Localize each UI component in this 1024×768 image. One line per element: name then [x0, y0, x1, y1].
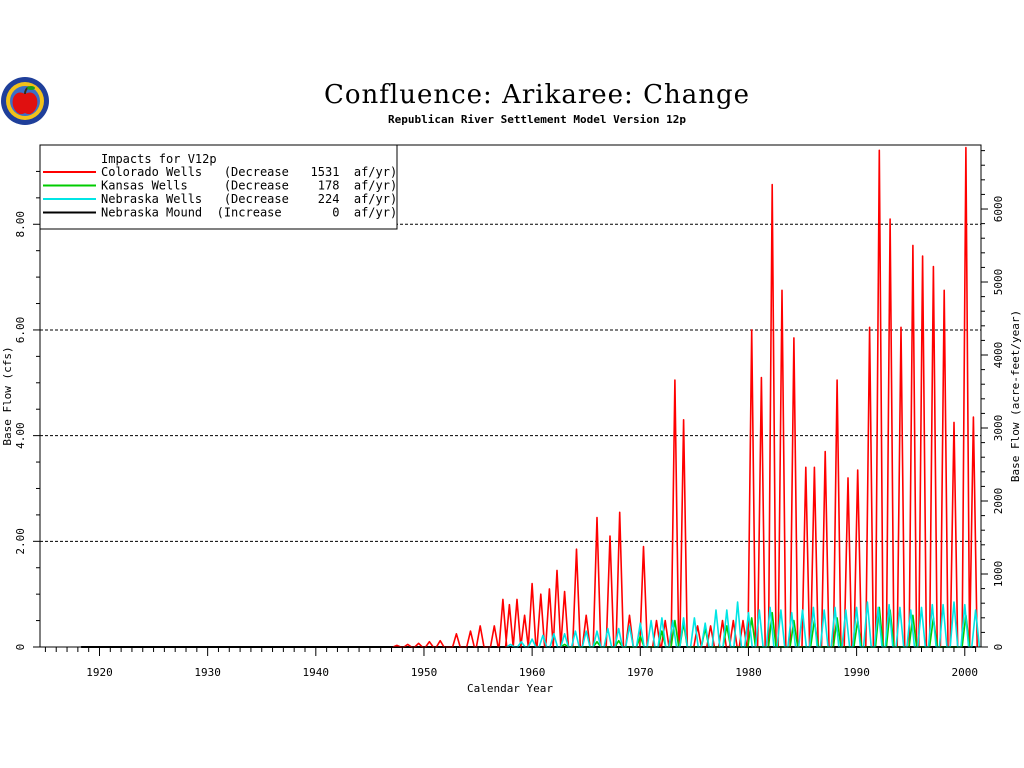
y-tick-label: 0 [14, 644, 27, 651]
y-tick-label: 4.00 [14, 422, 27, 449]
y2-axis-label: Base Flow (acre-feet/year) [1009, 310, 1022, 482]
x-tick-label: 1960 [519, 666, 546, 679]
y2-tick-label: 5000 [992, 269, 1005, 296]
legend-entry: Nebraska Wells (Decrease 224 af/yr) [101, 192, 397, 206]
y2-axis-ticks: 0 1000 2000 3000 4000 5000 6000 [981, 150, 1005, 651]
gridlines [40, 223, 981, 542]
legend: Impacts for V12p Colorado Wells (Decreas… [39, 144, 398, 230]
x-tick-label: 1990 [843, 666, 870, 679]
x-axis-ticks: 1920 1930 1940 1950 1960 1970 1980 1990 2000 [44, 647, 979, 679]
x-tick-label: 1980 [735, 666, 762, 679]
logo [1, 77, 49, 125]
y-axis-ticks: 0 2.00 4.00 6.00 8.00 [14, 170, 40, 651]
legend-entry: Colorado Wells (Decrease 1531 af/yr) [101, 165, 397, 179]
chart-title: Confluence: Arikaree: Change [324, 80, 750, 110]
chart-subtitle: Republican River Settlement Model Versio… [388, 113, 686, 126]
y-tick-label: 6.00 [14, 317, 27, 344]
y2-tick-label: 2000 [992, 488, 1005, 515]
y-tick-label: 8.00 [14, 211, 27, 238]
x-tick-label: 1950 [411, 666, 438, 679]
x-tick-label: 1920 [86, 666, 113, 679]
y2-tick-label: 4000 [992, 342, 1005, 369]
x-tick-label: 1930 [194, 666, 221, 679]
legend-box [39, 144, 398, 230]
y-axis-label: Base Flow (cfs) [1, 346, 14, 445]
y2-tick-label: 3000 [992, 415, 1005, 442]
x-tick-label: 1970 [627, 666, 654, 679]
y2-tick-label: 1000 [992, 561, 1005, 588]
x-tick-label: 2000 [952, 666, 979, 679]
series-line-colorado-wells [392, 146, 978, 648]
y-tick-label: 2.00 [14, 528, 27, 555]
y2-tick-label: 0 [992, 644, 1005, 651]
x-tick-label: 1940 [303, 666, 330, 679]
x-axis-label: Calendar Year [467, 682, 553, 695]
legend-header: Impacts for V12p [101, 152, 217, 166]
legend-entry: Nebraska Mound (Increase 0 af/yr) [101, 206, 397, 220]
legend-entry: Kansas Wells (Decrease 178 af/yr) [101, 179, 397, 193]
y2-tick-label: 6000 [992, 196, 1005, 223]
